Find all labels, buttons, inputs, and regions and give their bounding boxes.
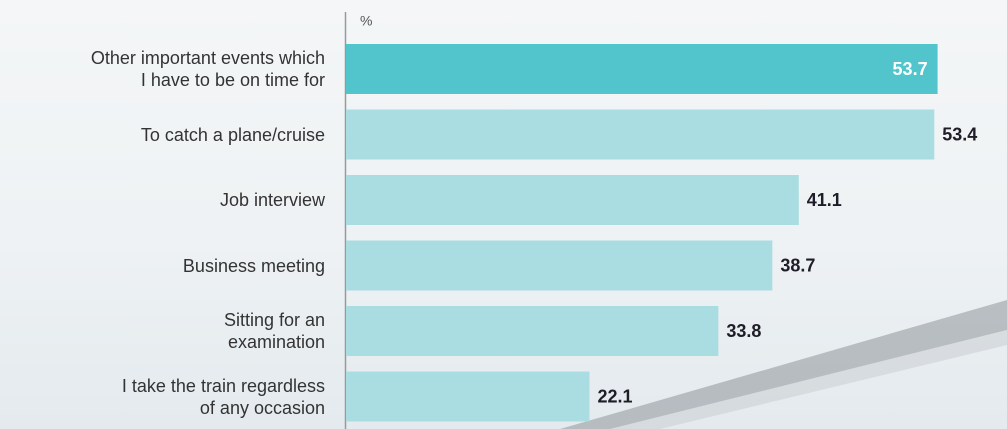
category-label: I take the train regardless of any occas…: [121, 375, 325, 418]
category-label: Sitting for an examination: [223, 310, 325, 352]
rail-decoration: [610, 330, 1007, 429]
unit-label: %: [360, 13, 372, 29]
bar: [346, 306, 719, 356]
value-label: 53.7: [893, 59, 928, 79]
category-label: To catch a plane/cruise: [140, 124, 325, 145]
bar: [346, 371, 590, 422]
category-label: Business meeting: [182, 255, 325, 276]
value-label: 22.1: [597, 386, 632, 406]
value-label: 41.1: [807, 190, 842, 210]
bar: [346, 44, 938, 94]
bar: [346, 109, 935, 160]
bar: [346, 175, 799, 225]
category-label: Job interview: [219, 190, 325, 210]
value-label: 53.4: [942, 124, 977, 144]
bar: [346, 240, 773, 291]
value-label: 38.7: [780, 255, 815, 275]
value-label: 33.8: [726, 321, 761, 341]
rail-decoration: [560, 300, 1007, 429]
category-label: Other important events which I have to b…: [90, 48, 325, 90]
